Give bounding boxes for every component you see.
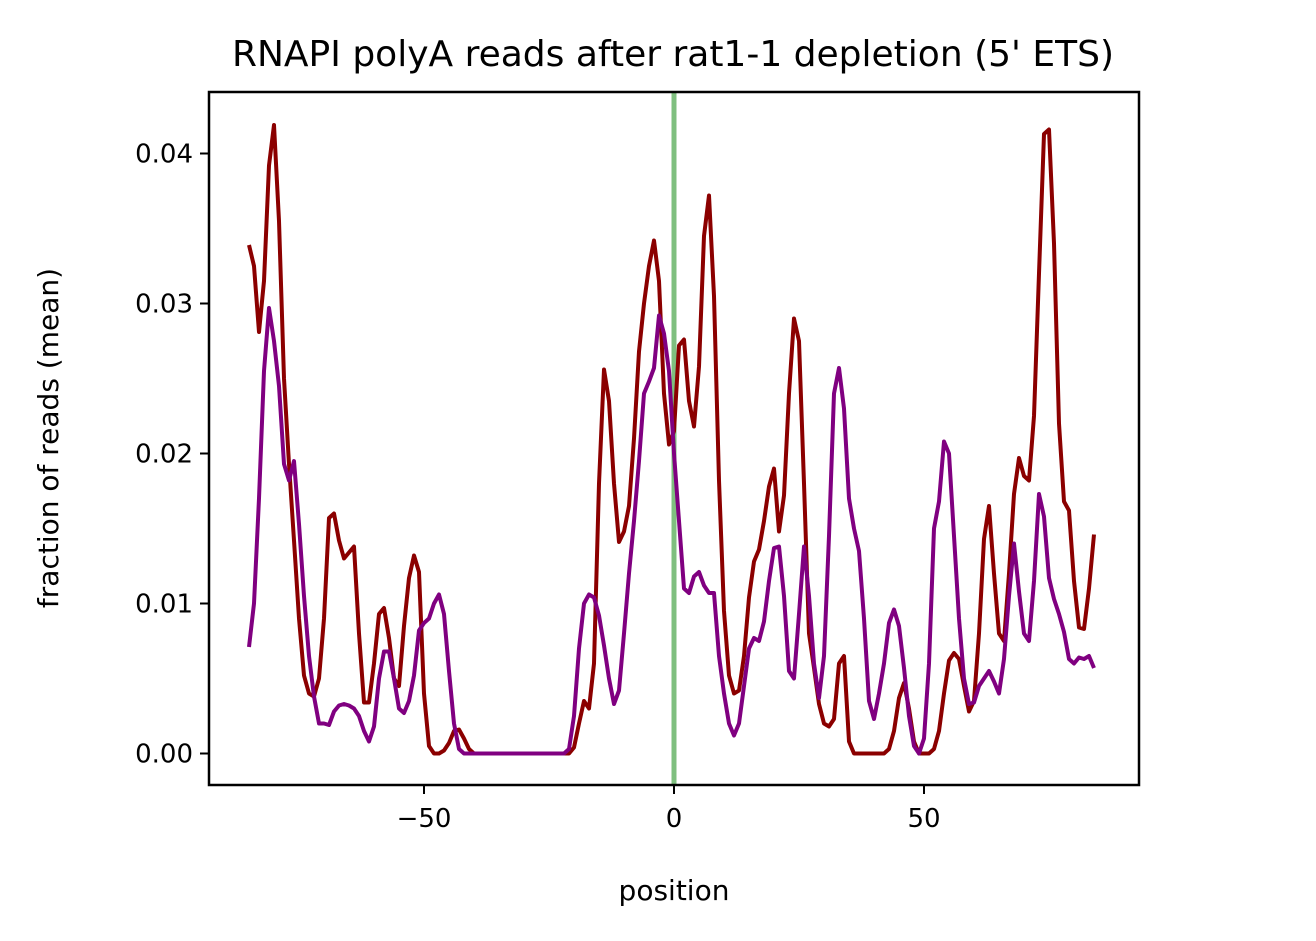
x-tick-label: −50 — [397, 804, 452, 834]
y-axis-ticks: 0.00 0.01 0.02 0.03 0.04 — [135, 140, 209, 770]
x-tick-label: 50 — [907, 804, 940, 834]
series-line-2 — [247, 306, 1096, 756]
y-tick-label: 0.04 — [135, 140, 193, 170]
y-tick-label: 0.03 — [135, 290, 193, 320]
series-group — [247, 123, 1096, 756]
x-axis-label: position — [619, 874, 730, 907]
plot-area — [247, 92, 1096, 785]
y-axis-label: fraction of reads (mean) — [32, 268, 65, 608]
x-tick-label: 0 — [666, 804, 683, 834]
y-tick-label: 0.01 — [135, 590, 193, 620]
y-tick-label: 0.02 — [135, 440, 193, 470]
x-axis-ticks: −50 0 50 — [397, 785, 941, 834]
chart-title: RNAPI polyA reads after rat1-1 depletion… — [232, 34, 1114, 75]
y-tick-label: 0.00 — [135, 740, 193, 770]
